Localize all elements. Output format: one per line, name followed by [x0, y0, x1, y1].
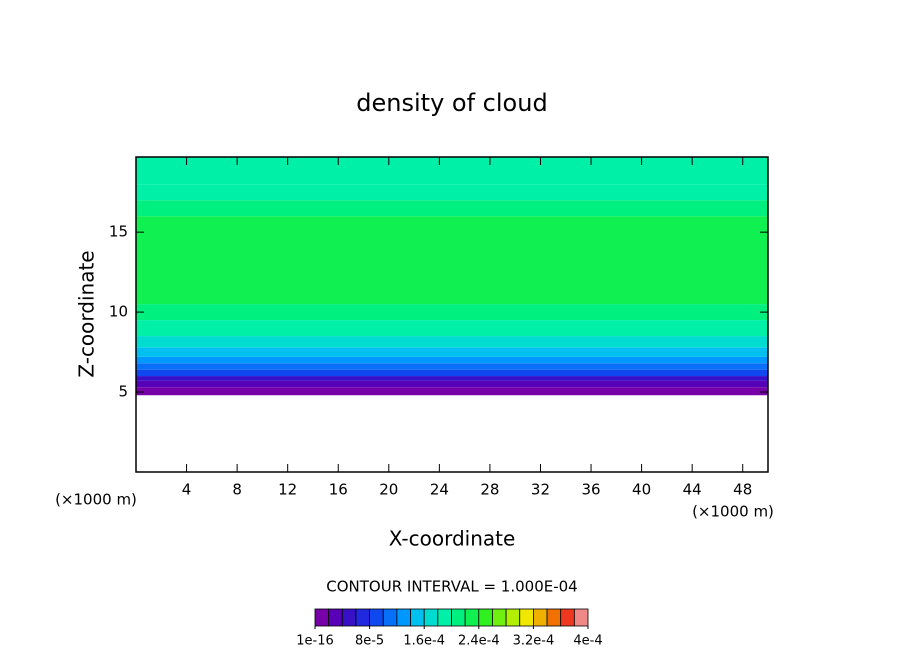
- contour-band: [136, 356, 768, 364]
- x-unit-label: (×1000 m): [55, 491, 137, 509]
- contour-band: [136, 380, 768, 388]
- x-tick-label: 44: [683, 481, 702, 499]
- colorbar-swatch: [341, 608, 357, 627]
- x-tick-label: 24: [430, 481, 449, 499]
- annotation: CONTOUR INTERVAL = 1.000E-04: [326, 578, 577, 596]
- contour-band: [136, 363, 768, 370]
- colorbar-swatch: [355, 608, 371, 627]
- contour-band: [136, 369, 768, 377]
- y-tick-label: 5: [118, 383, 128, 401]
- colorbar-tick-label: 2.4e-4: [458, 634, 500, 649]
- contour-band: [136, 157, 768, 185]
- colorbar-swatch: [560, 608, 575, 627]
- x-tick-label: 8: [232, 481, 242, 499]
- contour-band: [136, 376, 768, 381]
- colorbar-swatch: [492, 608, 507, 627]
- colorbar-swatch: [546, 608, 562, 627]
- y-tick-label: 10: [109, 303, 128, 321]
- colorbar-tick-label: 1.6e-4: [403, 634, 445, 649]
- x-tick-label: 28: [480, 481, 499, 499]
- contour-band: [136, 387, 768, 396]
- colorbar-tick-label: 4e-4: [573, 634, 602, 649]
- colorbar-swatch: [382, 608, 398, 627]
- x-tick-label: 20: [379, 481, 398, 499]
- x-tick-label: 36: [581, 481, 600, 499]
- colorbar-swatch: [478, 608, 493, 627]
- colorbar-swatch: [328, 608, 343, 627]
- colorbar-swatch: [451, 608, 466, 627]
- colorbar-swatch: [533, 608, 548, 627]
- contour-band: [136, 336, 768, 348]
- x-tick-label: 4: [182, 481, 192, 499]
- contour-band: [136, 320, 768, 337]
- colorbar-tick-label: 1e-16: [296, 634, 334, 649]
- y-axis-label: Z-coordinate: [75, 250, 99, 377]
- x-tick-label: 40: [632, 481, 651, 499]
- colorbar-swatch: [505, 608, 521, 627]
- x-axis-label: X-coordinate: [389, 527, 516, 551]
- colorbar-swatch: [314, 608, 330, 627]
- colorbar-swatch: [437, 608, 452, 627]
- chart-title: density of cloud: [356, 89, 547, 117]
- contour-band: [136, 304, 768, 321]
- x-tick-label: 48: [733, 481, 752, 499]
- colorbar-swatch: [369, 608, 384, 627]
- colorbar-tick-label: 8e-5: [355, 634, 384, 649]
- colorbar-tick-label: 3.2e-4: [513, 634, 555, 649]
- x-tick-label: 32: [531, 481, 550, 499]
- contour-band: [136, 347, 768, 357]
- contour-band: [136, 216, 768, 305]
- colorbar-swatch: [423, 608, 439, 627]
- colorbar-swatch: [410, 608, 425, 627]
- contour-band: [136, 200, 768, 217]
- plot-frame: [135, 156, 769, 473]
- y-tick-label: 15: [109, 223, 128, 241]
- colorbar-swatch: [519, 608, 534, 627]
- x-tick-label: 12: [278, 481, 297, 499]
- colorbar-swatch: [396, 608, 411, 627]
- x-tick-label: 16: [329, 481, 348, 499]
- colorbar-swatch: [464, 608, 480, 627]
- x-unit-label: (×1000 m): [692, 503, 774, 521]
- contour-band: [136, 184, 768, 201]
- colorbar-swatch: [573, 608, 589, 627]
